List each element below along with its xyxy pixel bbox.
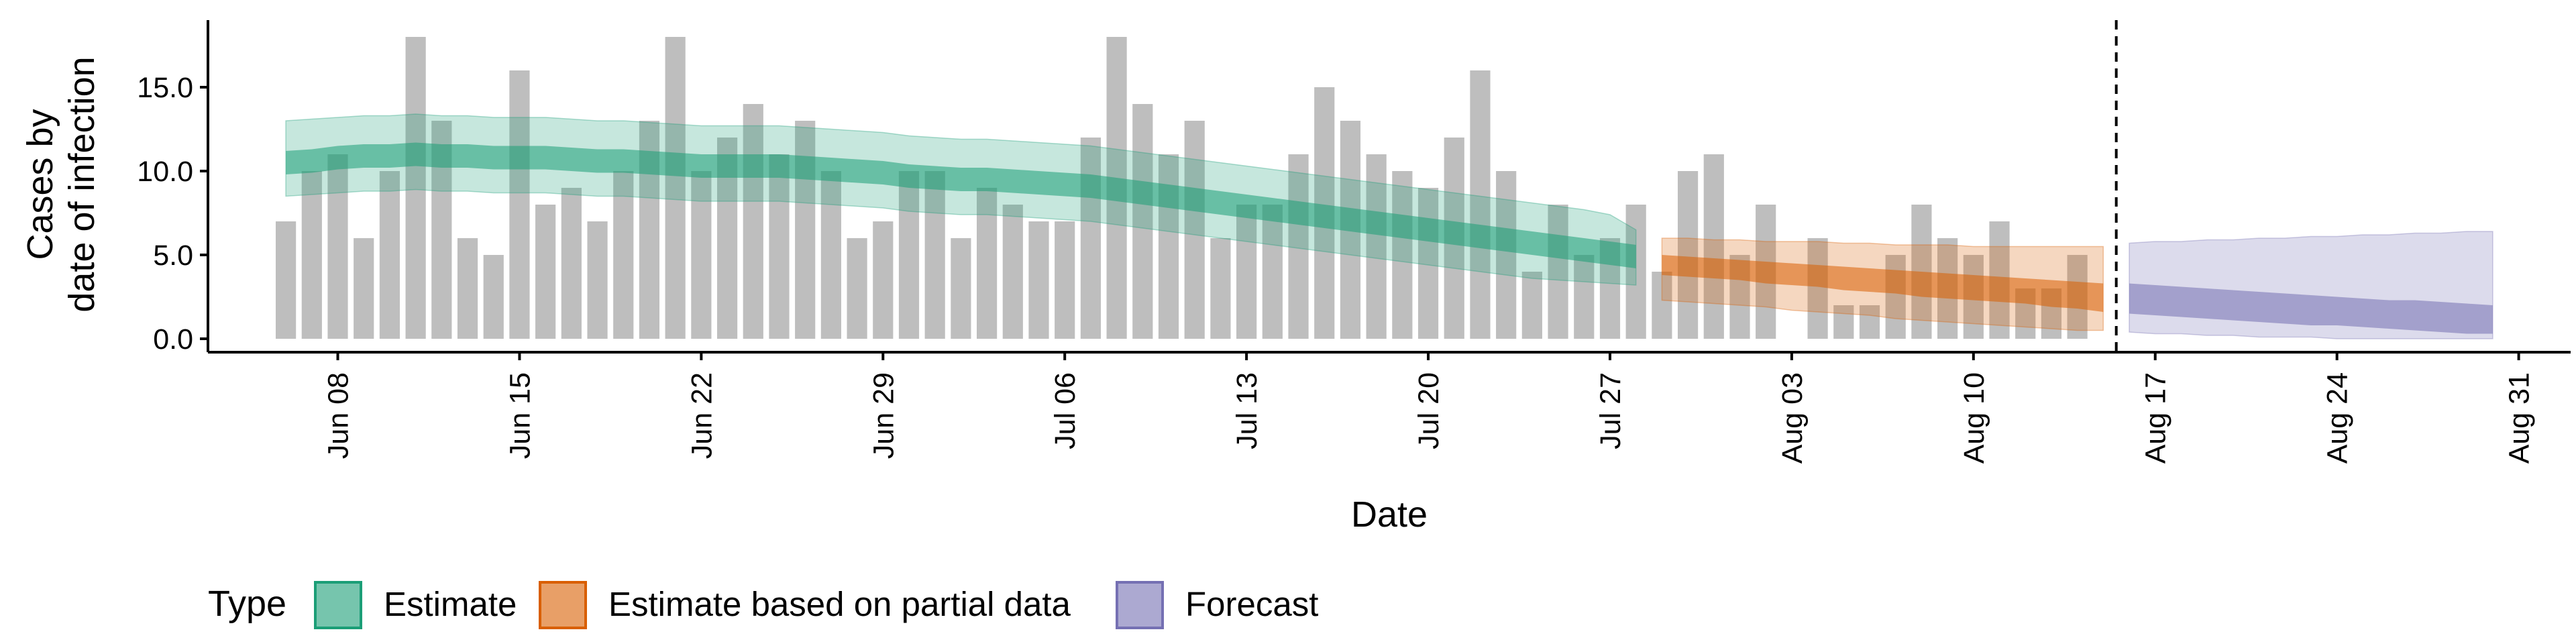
- case-bar: [977, 188, 998, 339]
- x-tick-label: Aug 03: [1776, 372, 1809, 464]
- case-bar: [1184, 121, 1205, 339]
- case-bar: [1132, 104, 1153, 339]
- y-tick-label: 15.0: [137, 72, 193, 104]
- bars-layer: [276, 37, 2088, 339]
- case-bar: [1236, 205, 1257, 339]
- case-bar: [691, 171, 712, 339]
- case-bar: [1002, 205, 1023, 339]
- case-bar: [561, 188, 582, 339]
- case-bar: [509, 70, 530, 339]
- case-bar: [1080, 138, 1102, 339]
- case-bar: [1288, 154, 1309, 339]
- estimate-inner-band: [286, 142, 1636, 268]
- x-tick-label: Jul 13: [1231, 372, 1263, 449]
- estimate-based-on-partial-data-inner-band: [1662, 255, 2104, 312]
- x-axis-title: Date: [1351, 494, 1428, 535]
- case-bar: [1028, 221, 1049, 339]
- case-bar: [1859, 305, 1880, 339]
- legend-label-estimate: Estimate: [384, 585, 517, 623]
- case-bar: [327, 154, 348, 339]
- y-tick-label: 5.0: [153, 239, 193, 272]
- x-tick-label: Jun 22: [686, 372, 718, 459]
- x-tick-label: Aug 10: [1958, 372, 1990, 464]
- case-bar: [405, 37, 426, 339]
- bands-layer: [285, 113, 2493, 339]
- case-bar: [1703, 154, 1724, 339]
- case-bar: [1625, 205, 1646, 339]
- y-axis-ticks: 0.0 5.0 10.0 15.0: [137, 72, 208, 356]
- case-bar: [924, 171, 945, 339]
- case-bar: [1210, 238, 1231, 339]
- x-tick-label: Jul 06: [1049, 372, 1081, 449]
- case-bar: [665, 37, 686, 339]
- y-axis-title-line-2: date of infection: [62, 56, 102, 312]
- legend-key-estimate-based-on-partial-data: [539, 581, 587, 629]
- case-bar: [276, 221, 297, 339]
- case-bar: [1548, 205, 1568, 339]
- case-bar: [1652, 272, 1672, 339]
- case-bar: [379, 171, 400, 339]
- case-bar: [483, 255, 504, 339]
- x-tick-label: Jul 20: [1413, 372, 1445, 449]
- case-bar: [1677, 171, 1699, 339]
- x-tick-label: Aug 24: [2322, 372, 2354, 464]
- y-tick-label: 0.0: [153, 323, 193, 356]
- case-bar: [873, 221, 894, 339]
- case-bar: [354, 238, 374, 339]
- legend-label-estimate-based-on-partial-data: Estimate based on partial data: [608, 585, 1071, 623]
- case-bar: [1521, 272, 1542, 339]
- case-bar: [820, 171, 841, 339]
- case-bar: [613, 171, 634, 339]
- case-bar: [951, 238, 971, 339]
- case-bar: [1417, 188, 1439, 339]
- case-bar: [535, 205, 556, 339]
- y-tick-label: 10.0: [137, 156, 193, 188]
- case-bar: [1366, 154, 1387, 339]
- x-tick-label: Jun 15: [504, 372, 536, 459]
- x-tick-label: Jul 27: [1595, 372, 1627, 449]
- y-axis-title-line-1: Cases by: [20, 109, 60, 260]
- case-bar: [301, 171, 322, 339]
- legend-label-forecast: Forecast: [1185, 585, 1318, 623]
- case-bar: [743, 104, 763, 339]
- case-bar: [1496, 171, 1517, 339]
- case-bar: [1833, 305, 1854, 339]
- case-bar: [847, 238, 867, 339]
- x-tick-label: Aug 31: [2504, 372, 2536, 464]
- case-bar: [1262, 205, 1283, 339]
- case-bar: [1574, 255, 1595, 339]
- legend-items: Estimate Estimate based on partial data Fo…: [314, 581, 1318, 629]
- case-bar: [457, 238, 478, 339]
- x-tick-label: Jun 29: [867, 372, 900, 459]
- axes-layer: 0.05.010.015.0 Jun 08 Jun 15 Jun 22 Jun 29 J…: [137, 20, 2571, 464]
- forecast-inner-band: [2129, 283, 2493, 334]
- legend-key-estimate: [314, 581, 362, 629]
- case-bar: [1885, 255, 1906, 339]
- legend: Type Estimate Estimate based on partial d…: [208, 581, 1318, 629]
- legend-key-forecast: [1116, 581, 1164, 629]
- case-bar: [1055, 221, 1075, 339]
- x-axis-ticks: Jun 08 Jun 15 Jun 22 Jun 29 Jul 06 Jul 13 Jul …: [323, 352, 2536, 464]
- case-bar: [1807, 238, 1828, 339]
- x-tick-label: Jun 08: [323, 372, 355, 459]
- case-bar: [587, 221, 608, 339]
- case-bar: [898, 171, 920, 339]
- legend-title: Type: [208, 584, 286, 624]
- case-bar: [769, 154, 790, 339]
- case-bar: [1392, 171, 1413, 339]
- x-tick-label: Aug 17: [2140, 372, 2172, 464]
- case-bar: [1470, 70, 1491, 339]
